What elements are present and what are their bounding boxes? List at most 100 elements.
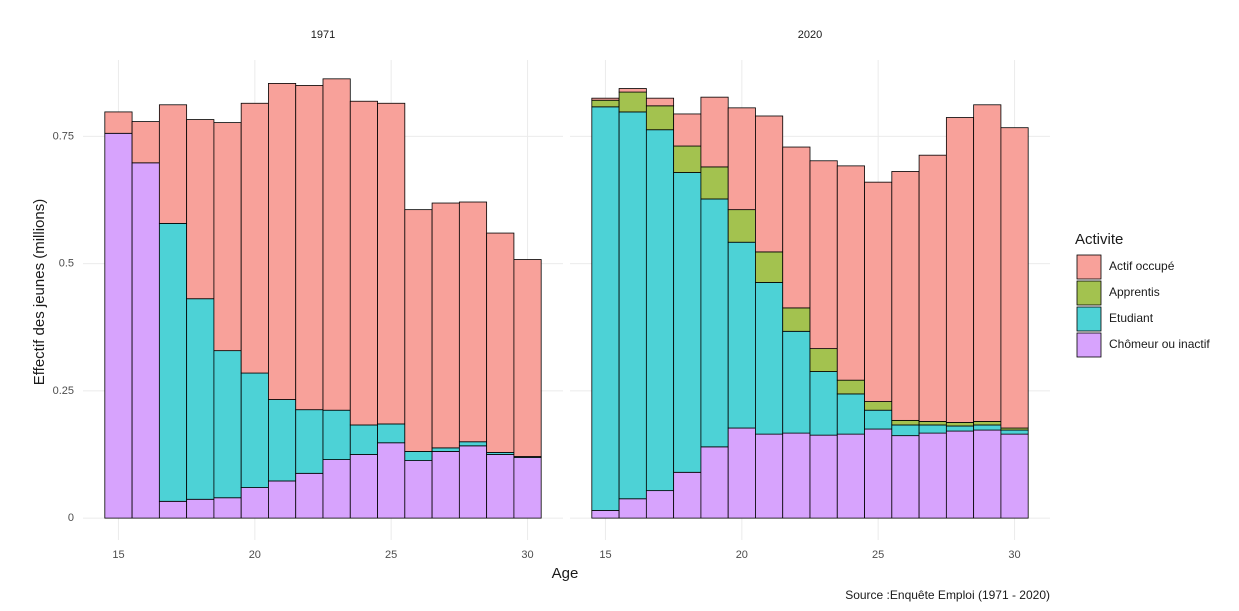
legend-label: Etudiant <box>1109 311 1154 325</box>
bar-segment <box>727 241 756 429</box>
bar-segment <box>458 445 488 519</box>
x-tick-label: 30 <box>1008 549 1020 561</box>
bar-segment <box>377 102 406 425</box>
bar-segment <box>945 430 975 519</box>
bar-segment <box>836 165 865 381</box>
bar-segment <box>268 399 297 482</box>
bar-segment <box>1000 127 1029 429</box>
x-tick-label: 30 <box>521 549 533 561</box>
bar-segment <box>973 420 1002 426</box>
bar-segment <box>186 119 215 300</box>
bar-segment <box>295 472 324 519</box>
bar-segment <box>104 132 133 519</box>
bar-segment <box>836 379 865 395</box>
bar-segment <box>349 100 378 426</box>
y-tick-label: 0.25 <box>53 385 74 397</box>
bar-segment <box>782 146 811 309</box>
legend-label: Actif occupé <box>1109 259 1175 273</box>
bar-segment <box>645 105 675 131</box>
bar-segment <box>891 435 920 519</box>
bar-segment <box>945 422 975 427</box>
bar-segment <box>295 409 324 474</box>
bar-segment <box>727 427 756 519</box>
legend-title: Activite <box>1075 231 1123 248</box>
bar-segment <box>618 498 647 519</box>
bar-segment <box>864 428 893 519</box>
bar-segment <box>322 459 351 519</box>
bar-segment <box>809 434 838 519</box>
bar-segment <box>673 145 702 173</box>
bar-segment <box>1000 429 1029 435</box>
bar-segment <box>755 433 784 519</box>
legend-label: Chômeur ou inactif <box>1109 337 1210 351</box>
bar-segment <box>186 298 215 500</box>
x-tick-label: 15 <box>112 549 124 561</box>
x-tick-label: 20 <box>736 549 748 561</box>
bar-segment <box>891 171 920 421</box>
y-axis-title: Effectif des jeunes (millions) <box>31 199 48 385</box>
bar-segment <box>131 162 160 519</box>
bar-segment <box>295 85 324 411</box>
bar-segment <box>755 115 784 253</box>
bar-segment <box>104 111 133 134</box>
bar-segment <box>404 209 433 452</box>
bar-segment <box>213 122 242 352</box>
facet-title: 2020 <box>798 29 822 41</box>
bar-segment <box>918 154 947 422</box>
bar-segment <box>240 102 269 374</box>
bar-segment <box>973 104 1002 422</box>
bar-segment <box>673 471 702 519</box>
bar-segment <box>755 282 784 435</box>
bar-segment <box>158 222 188 502</box>
bar-segment <box>700 198 729 448</box>
bar-segment <box>618 88 647 93</box>
bar-segment <box>486 454 515 519</box>
x-axis-title: Age <box>552 565 579 582</box>
bar-segment <box>158 104 188 224</box>
bar-segment <box>864 181 893 402</box>
y-tick-label: 0 <box>68 512 74 524</box>
bar-segment <box>322 78 351 411</box>
legend-key <box>1076 306 1102 332</box>
bar-segment <box>591 106 620 511</box>
facet-title: 1971 <box>311 29 335 41</box>
bar-segment <box>618 91 647 113</box>
bar-segment <box>782 307 811 332</box>
bar-segment <box>458 201 488 443</box>
bar-segment <box>349 424 378 455</box>
bar-segment <box>591 510 620 519</box>
bar-segment <box>349 454 378 519</box>
bar-segment <box>673 113 702 147</box>
bar-segment <box>700 446 729 519</box>
x-tick-label: 25 <box>872 549 884 561</box>
bar-segment <box>268 480 297 519</box>
legend-label: Apprentis <box>1109 285 1160 299</box>
bar-segment <box>458 441 488 447</box>
bar-segment <box>240 372 269 488</box>
bar-segment <box>486 232 515 453</box>
bar-segment <box>618 111 647 500</box>
bar-segment <box>268 83 297 400</box>
bar-segment <box>213 497 242 519</box>
bar-segment <box>836 393 865 435</box>
bar-segment <box>755 251 784 283</box>
bar-segment <box>377 423 406 444</box>
bar-segment <box>404 460 433 519</box>
legend-key <box>1076 280 1102 306</box>
bar-segment <box>727 107 756 211</box>
bar-segment <box>131 121 160 164</box>
bar-segment <box>431 451 460 519</box>
bar-segment <box>240 487 269 519</box>
bar-segment <box>1000 433 1029 519</box>
y-tick-label: 0.75 <box>53 130 74 142</box>
bar-segment <box>918 432 947 519</box>
bar-segment <box>513 457 542 519</box>
bar-segment <box>836 433 865 519</box>
bar-segment <box>809 371 838 436</box>
bar-segment <box>213 350 242 499</box>
bar-segment <box>891 419 920 426</box>
bar-segment <box>809 348 838 372</box>
bar-segment <box>404 451 433 461</box>
bar-segment <box>864 409 893 430</box>
